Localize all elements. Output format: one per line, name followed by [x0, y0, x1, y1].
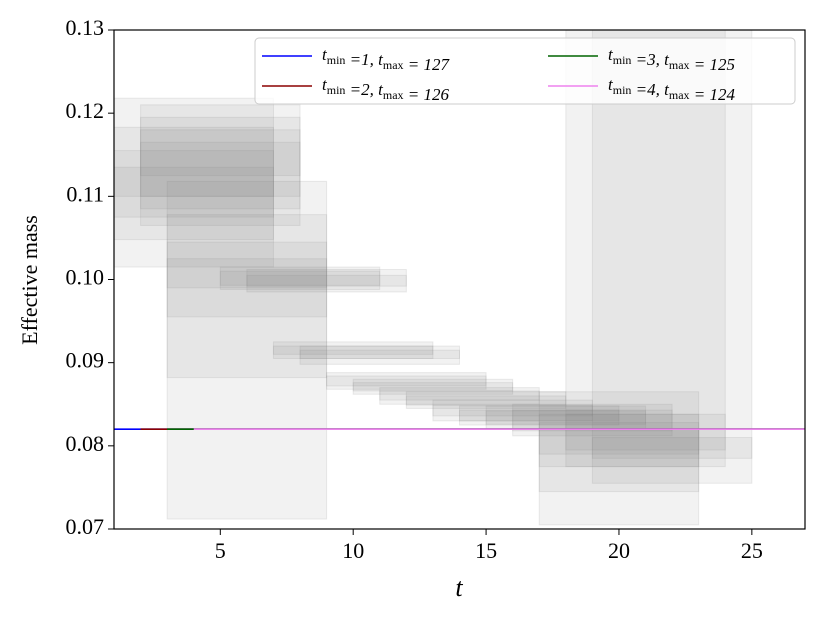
error-box: [272, 341, 434, 360]
error-box: [246, 269, 407, 293]
legend-label: tmin =2, tmax = 126: [322, 75, 450, 104]
error-box: [114, 166, 274, 197]
legend-label: tmin =1, tmax = 127: [322, 45, 451, 74]
error-box: [512, 409, 673, 432]
error-box: [538, 428, 700, 455]
error-box: [565, 413, 726, 451]
error-box: [140, 116, 301, 210]
legend-frame: [254, 37, 796, 105]
x-tick-label: 10: [342, 538, 364, 563]
error-box: [432, 399, 593, 422]
error-box: [114, 150, 274, 218]
error-box: [538, 391, 700, 526]
y-tick-label: 0.07: [66, 514, 105, 539]
error-box: [432, 404, 593, 417]
error-box: [166, 241, 328, 318]
axes: 0.07 0.08 0.09 0.10 0.11 0.12 0.13 5 10 15 20 25: [66, 15, 763, 563]
error-box: [140, 141, 301, 177]
error-box: [485, 410, 647, 425]
error-box: [538, 413, 700, 493]
error-box: [272, 345, 434, 355]
error-box: [299, 349, 460, 360]
y-tick-label: 0.11: [66, 181, 104, 206]
error-box: [114, 126, 274, 241]
legend-label: tmin =4, tmax = 124: [608, 75, 736, 104]
error-box: [591, 437, 753, 459]
error-box: [219, 270, 381, 286]
x-tick-label: 15: [475, 538, 497, 563]
legend-label: tmin =3, tmax = 125: [608, 45, 735, 74]
error-box: [352, 382, 514, 392]
error-box: [140, 104, 301, 226]
y-tick-label: 0.09: [66, 348, 105, 373]
error-box: [219, 266, 381, 290]
y-tick-label: 0.08: [66, 431, 105, 456]
error-box: [459, 409, 620, 422]
x-tick-label: 25: [741, 538, 763, 563]
error-box: [379, 387, 540, 405]
error-box: [140, 129, 301, 197]
x-tick-label: 5: [215, 538, 226, 563]
y-tick-label: 0.12: [66, 98, 105, 123]
error-box: [114, 97, 274, 268]
error-box: [459, 405, 620, 426]
error-box: [166, 258, 328, 289]
x-axis-label: t: [455, 573, 463, 602]
error-box: [405, 391, 567, 409]
error-box: [591, 30, 753, 484]
x-tick-label: 20: [608, 538, 630, 563]
error-box: [326, 372, 487, 390]
error-box: [166, 180, 328, 520]
y-tick-label: 0.13: [66, 15, 105, 40]
error-box: [379, 390, 540, 401]
error-box: [299, 345, 460, 365]
y-tick-label: 0.10: [66, 265, 105, 290]
error-box: [512, 403, 673, 437]
error-box: [246, 274, 407, 287]
error-box: [326, 375, 487, 387]
error-box: [405, 395, 567, 406]
error-box: [166, 214, 328, 379]
error-box: [352, 378, 514, 395]
y-axis-label: Effective mass: [17, 215, 42, 345]
